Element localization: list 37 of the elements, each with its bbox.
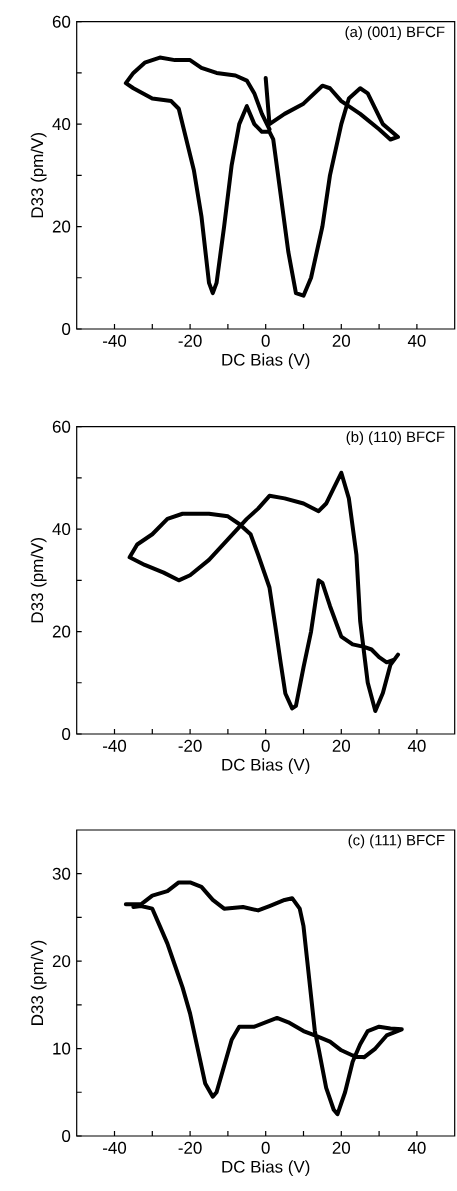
y-tick-label: 10 (53, 1042, 71, 1055)
x-tick-label: 40 (407, 739, 426, 752)
x-axis-title: DC Bias (V) (222, 758, 310, 775)
y-tick-label: 20 (52, 625, 71, 638)
chart-title: (c) (111) BFCF (348, 834, 445, 849)
x-tick-label: 20 (332, 334, 351, 347)
x-tick-label: -40 (103, 334, 127, 347)
chart-title: (a) (001) BFCF (345, 26, 445, 41)
y-tick-label: 0 (62, 322, 71, 335)
y-tick-label: 0 (62, 727, 71, 740)
y-tick-label: 60 (52, 420, 71, 433)
x-tick-label: -40 (103, 739, 127, 752)
x-tick-label: 20 (332, 1141, 351, 1154)
chart-title: (b) (110) BFCF (346, 431, 445, 446)
y-tick-label: 40 (52, 118, 71, 131)
y-axis-title: D33 (pm/V) (30, 940, 47, 1025)
y-axis-title: D33 (pm/V) (30, 133, 47, 218)
x-tick-label: -40 (103, 1141, 127, 1154)
y-tick-label: 20 (52, 220, 71, 233)
x-tick-label: 20 (332, 739, 351, 752)
x-tick-label: 40 (407, 1141, 426, 1154)
y-tick-label: 0 (62, 1129, 71, 1142)
x-tick-label: 0 (261, 334, 270, 347)
x-axis-title: DC Bias (V) (222, 1160, 310, 1177)
x-tick-label: 0 (261, 1141, 270, 1154)
line-series (127, 470, 400, 713)
y-tick-label: 20 (52, 955, 71, 968)
x-tick-label: 40 (407, 334, 426, 347)
x-tick-label: 0 (261, 739, 270, 752)
y-tick-label: 60 (52, 15, 71, 28)
x-tick-label: -20 (178, 1141, 202, 1154)
x-axis-title: DC Bias (V) (222, 353, 310, 370)
x-tick-label: -20 (178, 334, 202, 347)
y-tick-label: 40 (52, 523, 71, 536)
y-tick-label: 30 (52, 867, 71, 880)
x-tick-label: -20 (178, 739, 202, 752)
y-axis-title: D33 (pm/V) (30, 538, 47, 623)
